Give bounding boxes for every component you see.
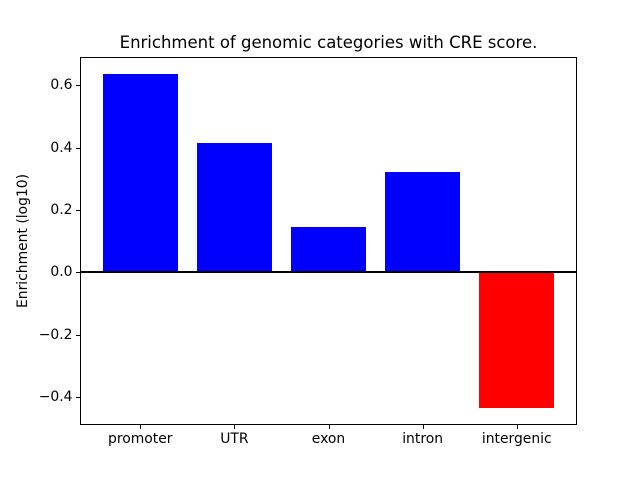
x-tick-mark <box>328 425 330 429</box>
x-tick-label-exon: exon <box>311 431 346 447</box>
x-tick-label-intron: intron <box>402 431 444 447</box>
y-tick-label: 0.4 <box>50 139 73 156</box>
y-tick-label: 0.2 <box>50 201 73 218</box>
x-tick-mark <box>234 425 236 429</box>
y-axis-label: Enrichment (log10) <box>15 173 31 309</box>
y-tick-mark <box>76 396 80 398</box>
x-tick-mark <box>516 425 518 429</box>
chart-title: Enrichment of genomic categories with CR… <box>119 33 538 52</box>
y-tick-label: −0.2 <box>38 326 73 343</box>
y-tick-mark <box>76 209 80 211</box>
y-tick-label: 0.0 <box>50 264 73 281</box>
y-tick-mark <box>76 85 80 87</box>
x-tick-mark <box>422 425 424 429</box>
x-tick-label-UTR: UTR <box>220 431 249 447</box>
y-tick-mark <box>76 272 80 274</box>
bar-intron <box>384 171 461 273</box>
bar-exon <box>290 227 367 273</box>
zero-line <box>80 271 577 274</box>
bar-UTR <box>196 143 273 273</box>
x-tick-mark <box>140 425 142 429</box>
y-tick-label: 0.6 <box>50 77 73 94</box>
y-tick-label: −0.4 <box>38 388 73 405</box>
bar-promoter <box>102 73 178 273</box>
y-tick-mark <box>76 334 80 336</box>
y-tick-mark <box>76 147 80 149</box>
x-tick-label-intergenic: intergenic <box>481 431 552 447</box>
bar-intergenic <box>479 272 555 409</box>
x-tick-label-promoter: promoter <box>108 431 173 447</box>
